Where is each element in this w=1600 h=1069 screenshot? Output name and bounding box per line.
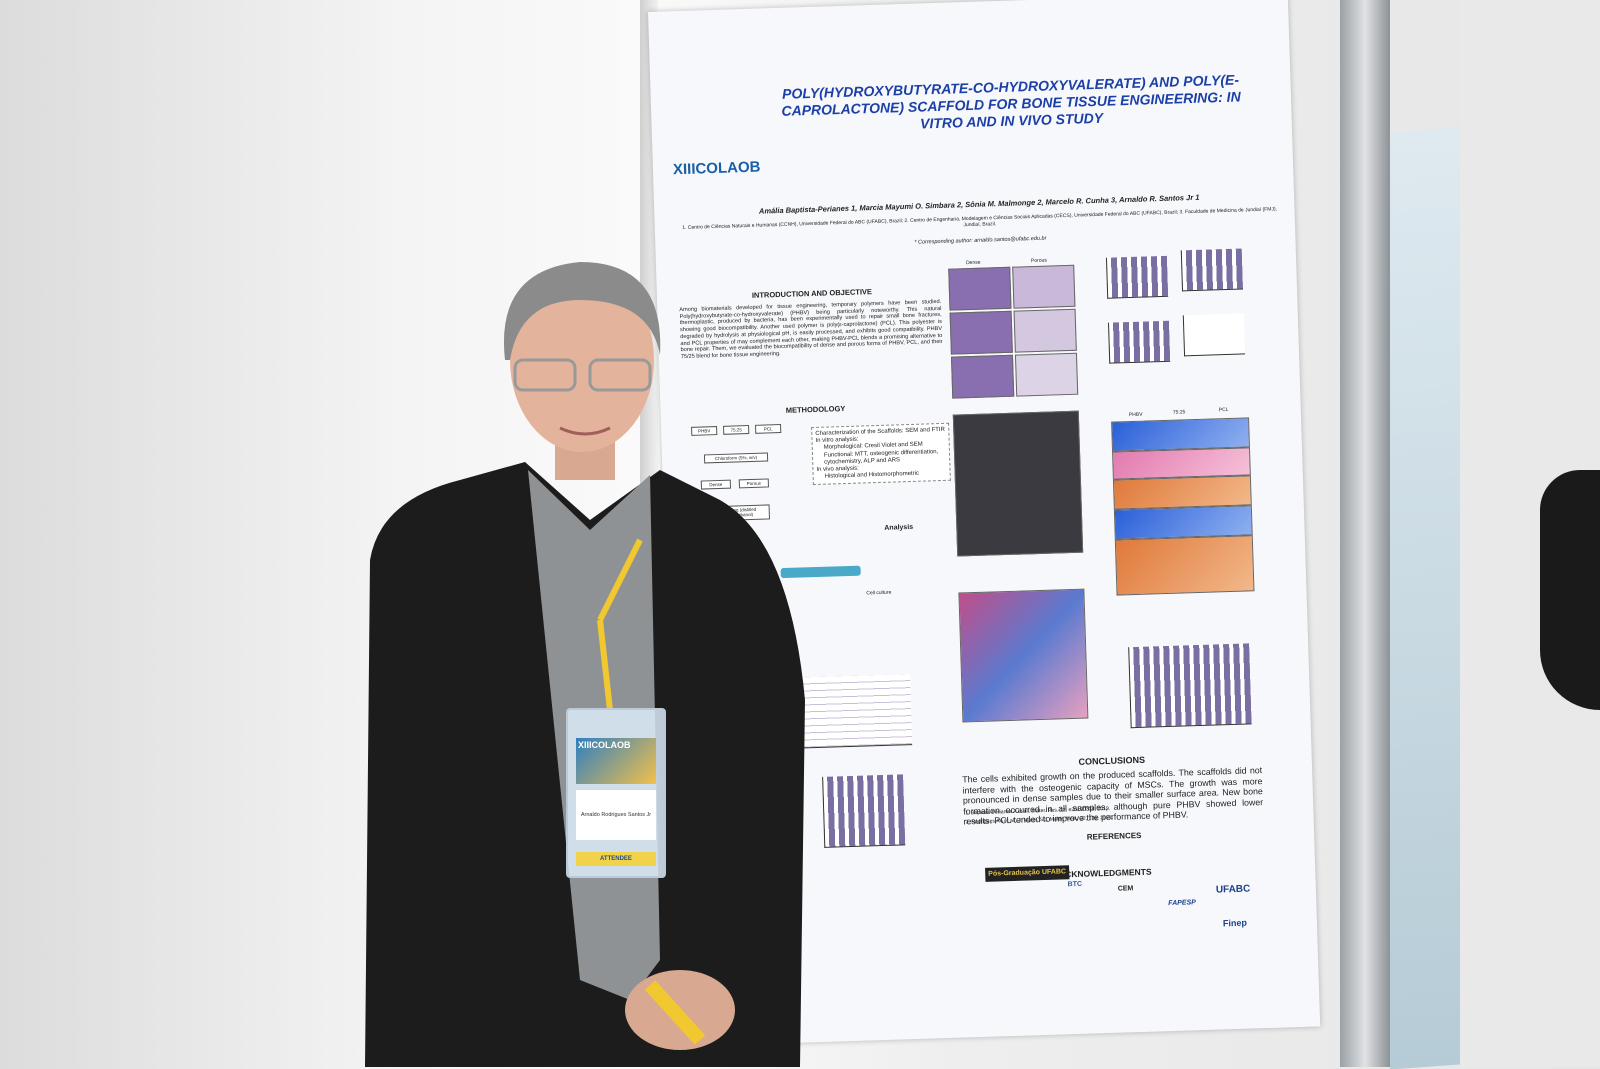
lanyard [597, 538, 643, 622]
lanyard [597, 619, 613, 711]
hair [503, 262, 661, 360]
frame-post [1340, 0, 1390, 1067]
badge-logo: XIIICOLAOB [576, 738, 656, 784]
badge-role: ATTENDEE [576, 852, 656, 866]
lanyard [644, 980, 706, 1045]
glasses [513, 358, 577, 392]
person-hair [1540, 470, 1600, 710]
badge: XIIICOLAOB Arnaldo Rodrigues Santos Jr A… [566, 708, 666, 878]
glasses [588, 358, 652, 392]
face [510, 268, 654, 452]
mouth [559, 426, 611, 436]
badge-name: Arnaldo Rodrigues Santos Jr [576, 790, 656, 840]
